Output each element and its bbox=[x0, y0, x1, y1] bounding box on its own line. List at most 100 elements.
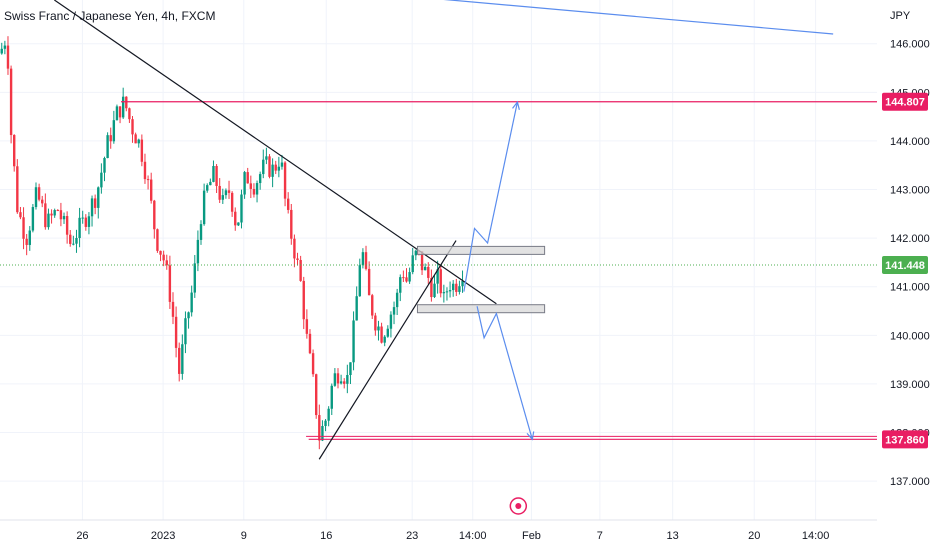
candle-down bbox=[367, 268, 371, 296]
candle-down bbox=[234, 211, 237, 226]
candle-down bbox=[402, 277, 405, 279]
grid-lines bbox=[0, 0, 877, 520]
candle-down bbox=[274, 164, 277, 171]
candle-up bbox=[72, 243, 75, 245]
candle-up bbox=[358, 265, 361, 297]
candle-down bbox=[318, 415, 321, 441]
time-scale[interactable]: 26 2023 9 16 23 14:00 Feb 7 13 20 14:00 bbox=[0, 519, 877, 550]
candle-up bbox=[190, 292, 193, 313]
price-tick-label: 143.000 bbox=[890, 185, 930, 197]
candle-down bbox=[249, 183, 253, 189]
candle-up bbox=[330, 385, 333, 409]
candle-up bbox=[399, 277, 402, 293]
candle-up bbox=[62, 216, 66, 220]
candle-down bbox=[174, 316, 178, 348]
candle-up bbox=[383, 336, 386, 343]
candle-down bbox=[302, 280, 305, 320]
candle-down bbox=[16, 166, 19, 213]
candle-up bbox=[451, 283, 455, 291]
price-tick-label: 141.000 bbox=[890, 282, 930, 294]
candle-up bbox=[184, 318, 187, 345]
candle-up bbox=[324, 420, 327, 427]
candle-up bbox=[115, 106, 119, 121]
candle-down bbox=[364, 252, 368, 269]
candle-down bbox=[25, 238, 28, 245]
candle-up bbox=[87, 216, 91, 227]
price-tick-label: 140.000 bbox=[890, 330, 930, 342]
candle-up bbox=[199, 224, 203, 240]
candle-up bbox=[187, 312, 190, 319]
lower-target-tag-bg bbox=[882, 430, 928, 449]
candle-up bbox=[181, 344, 184, 374]
candle-down bbox=[290, 209, 293, 239]
candle-down bbox=[37, 187, 41, 200]
candle-up bbox=[28, 230, 31, 245]
candle-down bbox=[286, 198, 290, 210]
candle-down bbox=[380, 326, 383, 343]
price-tick-label: 144.000 bbox=[890, 136, 930, 148]
candle-down bbox=[153, 200, 156, 230]
upper-target-tag: 144.807 bbox=[885, 97, 925, 109]
candle-down bbox=[22, 217, 25, 239]
candle-up bbox=[414, 250, 418, 256]
candle-up bbox=[100, 172, 103, 188]
price-scale[interactable]: 146.000145.000144.000143.000142.000141.0… bbox=[877, 0, 932, 550]
candle-down bbox=[149, 179, 153, 201]
candle-up bbox=[255, 183, 259, 195]
candle-down bbox=[143, 161, 147, 180]
candle-up bbox=[3, 45, 7, 49]
candle-up bbox=[206, 185, 209, 191]
time-tick-label: 20 bbox=[748, 530, 760, 542]
candle-down bbox=[374, 315, 377, 331]
candle-down bbox=[293, 238, 296, 259]
trendline-descending bbox=[54, 0, 497, 305]
lower-target-tag: 137.860 bbox=[885, 434, 925, 446]
candle-up bbox=[31, 207, 35, 231]
candle-up bbox=[346, 375, 349, 384]
candle-down bbox=[140, 139, 144, 162]
trendline-upper-descending bbox=[443, 0, 834, 35]
candle-down bbox=[93, 198, 97, 208]
candle-up bbox=[75, 238, 78, 244]
candle-up bbox=[436, 269, 439, 284]
candle-up bbox=[209, 181, 212, 186]
candle-down bbox=[118, 106, 122, 118]
candle-up bbox=[280, 162, 284, 167]
candle-down bbox=[159, 250, 162, 255]
candle-down bbox=[305, 319, 309, 334]
candle-down bbox=[165, 260, 168, 266]
price-scale-bg bbox=[877, 0, 932, 550]
candle-up bbox=[361, 252, 365, 266]
candle-down bbox=[9, 68, 13, 136]
event-marker[interactable] bbox=[509, 497, 528, 515]
trendlines bbox=[54, 0, 834, 460]
candle-down bbox=[455, 283, 458, 292]
candle-up bbox=[121, 96, 125, 118]
candle-down bbox=[65, 216, 69, 235]
candle-up bbox=[0, 48, 3, 54]
candle-up bbox=[34, 187, 38, 208]
candle-down bbox=[59, 210, 63, 220]
candle-up bbox=[411, 255, 414, 273]
candle-up bbox=[212, 165, 215, 182]
candle-down bbox=[218, 185, 221, 200]
current-price-tag: 141.448 bbox=[885, 260, 925, 272]
candle-up bbox=[106, 135, 109, 159]
candle-down bbox=[69, 234, 72, 244]
candle-up bbox=[392, 307, 396, 315]
upper-target-tag-bg bbox=[882, 92, 928, 111]
candle-up bbox=[389, 314, 393, 329]
candle-up bbox=[327, 408, 330, 421]
candle-down bbox=[343, 381, 346, 384]
candle-down bbox=[405, 277, 408, 282]
candle-down bbox=[109, 135, 112, 142]
candle-up bbox=[461, 280, 464, 287]
candle-up bbox=[196, 239, 200, 264]
candle-down bbox=[44, 203, 47, 228]
candle-down bbox=[439, 269, 442, 294]
candle-up bbox=[339, 381, 343, 384]
candle-down bbox=[299, 259, 302, 281]
candle-up bbox=[445, 291, 449, 293]
time-tick-label: 14:00 bbox=[459, 530, 487, 542]
